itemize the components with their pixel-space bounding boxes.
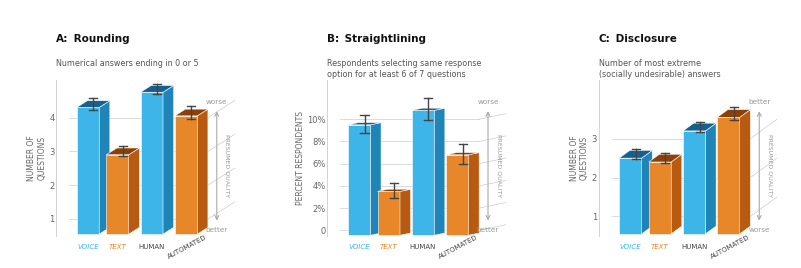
Text: TEXT: TEXT: [651, 244, 669, 250]
Polygon shape: [400, 189, 411, 235]
Text: Number of most extreme
(socially undesirable) answers: Number of most extreme (socially undesir…: [598, 59, 720, 79]
Polygon shape: [140, 85, 174, 92]
Text: better: better: [477, 226, 499, 233]
Text: VOICE: VOICE: [348, 244, 370, 250]
Polygon shape: [129, 148, 139, 234]
Polygon shape: [140, 92, 163, 234]
Polygon shape: [175, 116, 197, 234]
Polygon shape: [412, 108, 445, 110]
Polygon shape: [377, 191, 400, 235]
Text: B:: B:: [328, 34, 340, 44]
Y-axis label: NUMBER OF
QUESTIONS: NUMBER OF QUESTIONS: [570, 135, 589, 181]
Text: better: better: [748, 99, 771, 105]
Polygon shape: [107, 148, 139, 155]
Text: Straightlining: Straightlining: [341, 34, 426, 44]
Text: Respondents selecting same response
option for at least 6 of 7 questions: Respondents selecting same response opti…: [328, 59, 481, 79]
Text: AUTOMATED: AUTOMATED: [167, 234, 208, 260]
Polygon shape: [671, 154, 682, 234]
Text: AUTOMATED: AUTOMATED: [438, 234, 479, 260]
Polygon shape: [434, 108, 445, 235]
Polygon shape: [107, 155, 129, 234]
Polygon shape: [649, 162, 671, 234]
Text: worse: worse: [748, 226, 770, 233]
Text: VOICE: VOICE: [620, 244, 642, 250]
Text: HUMAN: HUMAN: [139, 244, 165, 250]
Polygon shape: [619, 158, 642, 234]
Text: PRESUMED QUALITY: PRESUMED QUALITY: [767, 134, 772, 198]
Polygon shape: [412, 110, 434, 235]
Polygon shape: [683, 123, 716, 131]
Polygon shape: [370, 122, 381, 235]
Text: Disclosure: Disclosure: [612, 34, 677, 44]
Polygon shape: [77, 101, 110, 107]
Text: worse: worse: [206, 99, 227, 105]
Polygon shape: [706, 123, 716, 234]
Y-axis label: NUMBER OF
QUESTIONS: NUMBER OF QUESTIONS: [27, 135, 46, 181]
Polygon shape: [446, 152, 479, 155]
Polygon shape: [197, 109, 208, 234]
Polygon shape: [348, 125, 370, 235]
Polygon shape: [163, 85, 174, 234]
Polygon shape: [642, 150, 652, 234]
Text: Numerical answers ending in 0 or 5: Numerical answers ending in 0 or 5: [56, 59, 199, 68]
Text: TEXT: TEXT: [109, 244, 127, 250]
Text: C:: C:: [598, 34, 610, 44]
Polygon shape: [175, 109, 208, 116]
Polygon shape: [446, 155, 469, 235]
Polygon shape: [683, 131, 706, 234]
Y-axis label: PERCENT RESPONDENTS: PERCENT RESPONDENTS: [296, 111, 304, 205]
Polygon shape: [469, 152, 479, 235]
Text: Rounding: Rounding: [70, 34, 130, 44]
Polygon shape: [99, 101, 110, 234]
Polygon shape: [717, 110, 751, 117]
Polygon shape: [377, 189, 411, 191]
Text: VOICE: VOICE: [77, 244, 99, 250]
Polygon shape: [348, 122, 381, 125]
Text: AUTOMATED: AUTOMATED: [709, 234, 751, 260]
Text: HUMAN: HUMAN: [410, 244, 437, 250]
Text: PRESUMED QUALITY: PRESUMED QUALITY: [225, 134, 230, 198]
Text: HUMAN: HUMAN: [681, 244, 707, 250]
Text: A:: A:: [56, 34, 68, 44]
Text: better: better: [206, 226, 228, 233]
Polygon shape: [717, 117, 740, 234]
Text: TEXT: TEXT: [380, 244, 397, 250]
Polygon shape: [740, 110, 751, 234]
Text: worse: worse: [477, 99, 499, 105]
Text: PRESUMED QUALITY: PRESUMED QUALITY: [496, 134, 501, 198]
Polygon shape: [619, 150, 652, 158]
Polygon shape: [77, 107, 99, 234]
Polygon shape: [649, 154, 682, 162]
